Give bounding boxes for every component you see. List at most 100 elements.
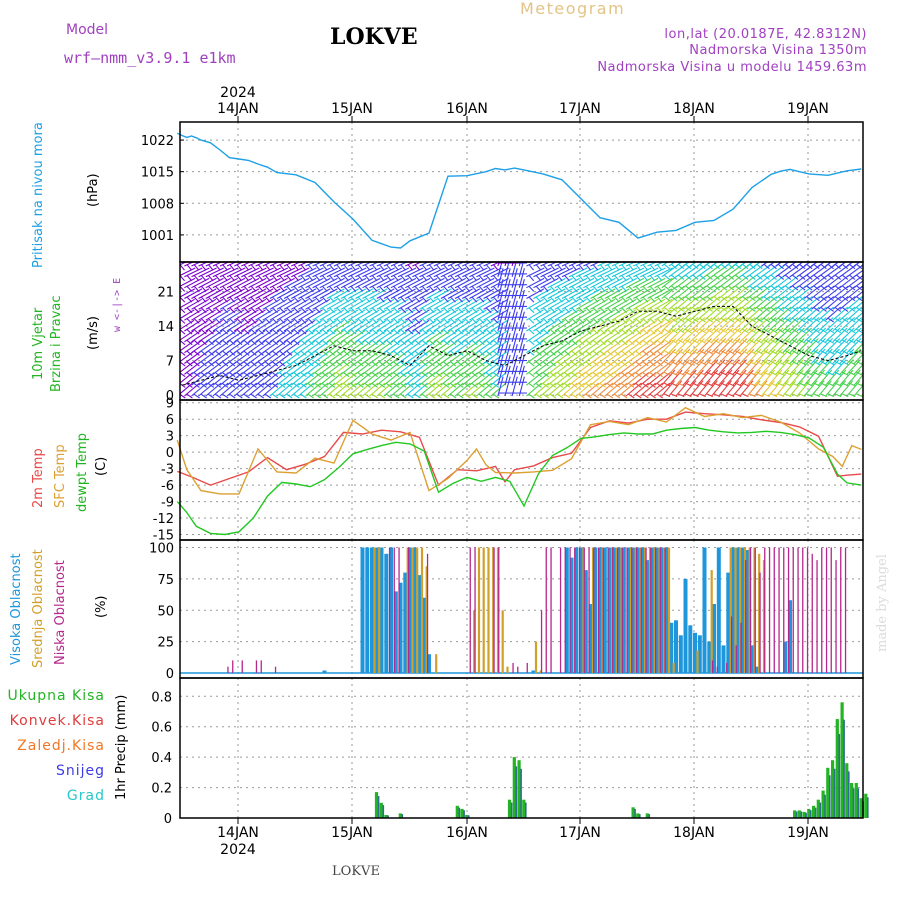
low-cloud-bar	[621, 547, 623, 673]
wind-barb-flag	[314, 285, 321, 292]
wind-barb-flag	[578, 296, 585, 303]
wind-barb-flag	[264, 275, 271, 282]
wind-barb-flag	[286, 318, 293, 324]
wind-barb-flag	[841, 317, 849, 323]
temp2m-title: 2m Temp	[31, 448, 46, 508]
wind-barb-flag	[599, 382, 606, 388]
wind-barb-flag	[642, 372, 649, 378]
wind-barb-flag	[734, 382, 742, 387]
wind-barb-flag	[784, 360, 792, 366]
wind-tick-label: 0	[166, 389, 174, 404]
wind-barb-flag	[677, 393, 685, 398]
wind-barb-flag	[264, 285, 271, 292]
wind-barb-flag	[855, 371, 863, 376]
wind-barb-flag	[691, 382, 699, 387]
wind-barb-flag	[336, 275, 342, 282]
wind-barb-flag	[770, 339, 778, 344]
wind-barb-flag	[848, 382, 856, 387]
wind-barb-flag	[343, 339, 350, 346]
wind-barb-flag	[763, 263, 770, 270]
wind-barb-flag	[571, 264, 577, 271]
wind-barb-flag	[236, 382, 243, 388]
wind-barb-flag	[378, 382, 386, 388]
panel-border	[179, 677, 864, 819]
wind-barb-flag	[336, 307, 342, 314]
wind-barb-flag	[450, 307, 456, 314]
high-cloud-bar	[322, 670, 327, 673]
wind-barb-flag	[678, 263, 685, 270]
wind-barb-flag	[421, 296, 428, 303]
wind-barb-flag	[571, 393, 578, 399]
low-cloud-bar	[227, 666, 229, 673]
wind-barb-flag	[834, 317, 842, 323]
wind-barb-flag	[385, 350, 393, 356]
wind-barb-flag	[200, 361, 207, 367]
wind-barb-flag	[578, 350, 585, 356]
wind-barb-flag	[727, 360, 735, 366]
wind-barb-flag	[614, 328, 620, 335]
wind-barb-flag	[564, 275, 570, 282]
elevation: Nadmorska Visina 1350m	[689, 43, 867, 58]
wind-barb-flag	[542, 275, 549, 282]
wind-barb	[868, 381, 881, 396]
wind-barb-flag	[614, 264, 620, 271]
low-cloud-bar	[740, 622, 742, 673]
wind-barb-flag	[763, 339, 770, 344]
wind-title-2: Brzina i Pravac	[49, 295, 64, 392]
wind-barb-flag	[727, 263, 735, 270]
wind-barb-flag	[585, 275, 592, 282]
mid-cloud-bar	[582, 547, 585, 673]
wind-barb-flag	[364, 264, 371, 271]
wind-barb-flag	[421, 307, 428, 314]
wind-barb-flag	[357, 350, 364, 356]
mid-cloud-bar	[620, 547, 623, 673]
wind-barb-flag	[450, 264, 456, 271]
wind-barb-flag	[670, 317, 678, 323]
wind-barb-flag	[735, 285, 742, 291]
total-precip-bar	[465, 815, 469, 818]
coordinates: lon,lat (20.0187E, 42.8312N)	[664, 27, 867, 42]
low-cloud-bar	[806, 547, 809, 673]
mid-cloud-bar	[501, 610, 504, 673]
wind-barb-flag	[385, 393, 393, 399]
wind-barb-flag	[871, 318, 877, 322]
wind-barb-flag	[200, 372, 207, 378]
low-cloud-bar	[540, 610, 543, 673]
total-precip-bar	[802, 811, 806, 818]
wind-barb-flag	[350, 372, 357, 378]
wind-barb-flag	[286, 307, 293, 314]
wind-barb-flag	[621, 307, 627, 314]
wind-barb-flag	[535, 339, 542, 346]
wind-barb-flag	[464, 307, 471, 314]
wind-barb-flag	[827, 350, 835, 355]
wind-barb-flag	[855, 350, 863, 355]
wind-barb-flag	[243, 318, 250, 324]
wind-barb-flag	[549, 318, 556, 324]
wind-barb-flag	[820, 263, 827, 270]
wind-barb-flag	[734, 296, 742, 302]
wind-barb-flag	[407, 328, 414, 335]
wind-barb-flag	[599, 296, 606, 303]
high-cloud-bar	[365, 547, 370, 673]
wind-barb-flag	[592, 285, 599, 292]
wind-barb-flag	[606, 339, 613, 346]
mid-cloud-bar	[539, 670, 542, 673]
wind-barb	[868, 360, 882, 375]
wind-barb-flag	[642, 393, 649, 399]
wind-barb-flag	[749, 360, 756, 366]
wind-barb-flag	[792, 263, 799, 270]
wind-barb-flag	[193, 285, 200, 292]
wind-barb-flag	[798, 382, 806, 387]
wind-barb-flag	[549, 328, 556, 335]
wind-barb-flag	[713, 350, 721, 355]
wind-barb-flag	[350, 328, 357, 335]
wind-barb-flag	[749, 350, 756, 355]
wind-barb-flag	[407, 339, 414, 346]
wind-barb-flag	[428, 350, 435, 356]
wind-barb-flag	[286, 382, 293, 388]
mid-cloud-bar	[734, 547, 737, 673]
wind-barb-flag	[692, 296, 699, 302]
wind-barb-flag	[293, 328, 300, 335]
wind-barb-flag	[321, 328, 328, 335]
wind-barb-flag	[820, 296, 827, 302]
